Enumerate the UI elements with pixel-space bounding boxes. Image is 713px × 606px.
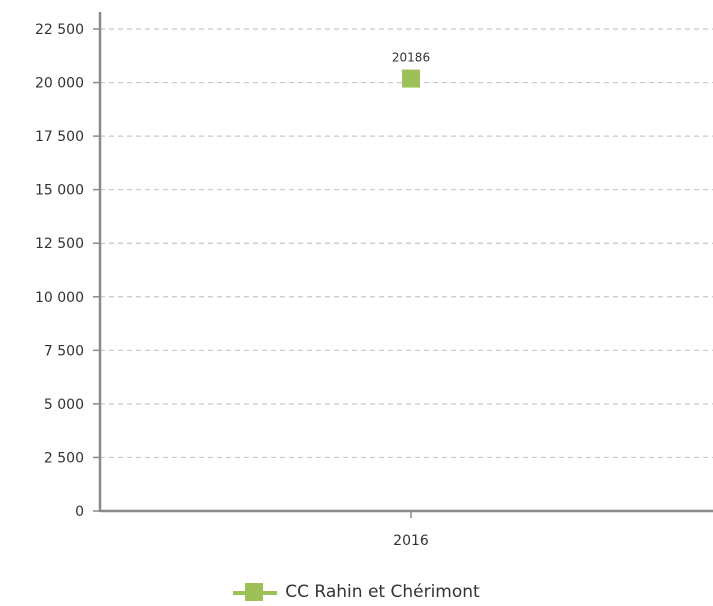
legend: CC Rahin et Chérimont <box>0 578 713 606</box>
legend-label: CC Rahin et Chérimont <box>285 582 480 602</box>
data-point <box>402 69 420 88</box>
y-axis-ticks: 0 2 500 5 000 7 500 10 000 12 500 15 000 17 500… <box>35 22 100 520</box>
series-marks: 20186 <box>392 51 430 88</box>
y-tick-label: 20 000 <box>35 76 84 92</box>
data-label: 20186 <box>392 51 430 65</box>
legend-swatch <box>233 582 278 602</box>
y-tick-label: 2 500 <box>44 450 84 466</box>
y-tick-label: 12 500 <box>35 236 84 252</box>
y-tick-label: 17 500 <box>35 129 84 145</box>
y-tick-label: 22 500 <box>35 22 84 38</box>
y-tick-label: 10 000 <box>35 290 84 306</box>
y-tick-label: 7 500 <box>44 343 84 359</box>
x-tick-label: 2016 <box>393 533 429 549</box>
legend-item-series-1[interactable]: CC Rahin et Chérimont <box>233 582 480 602</box>
chart: 0 2 500 5 000 7 500 10 000 12 500 15 000 17 500… <box>35 12 713 549</box>
y-tick-label: 0 <box>75 504 84 520</box>
y-tick-label: 15 000 <box>35 183 84 199</box>
y-tick-label: 5 000 <box>44 397 84 413</box>
x-axis-ticks: 2016 <box>393 511 429 549</box>
gridlines <box>100 28 713 459</box>
legend-swatch-marker <box>245 583 264 601</box>
